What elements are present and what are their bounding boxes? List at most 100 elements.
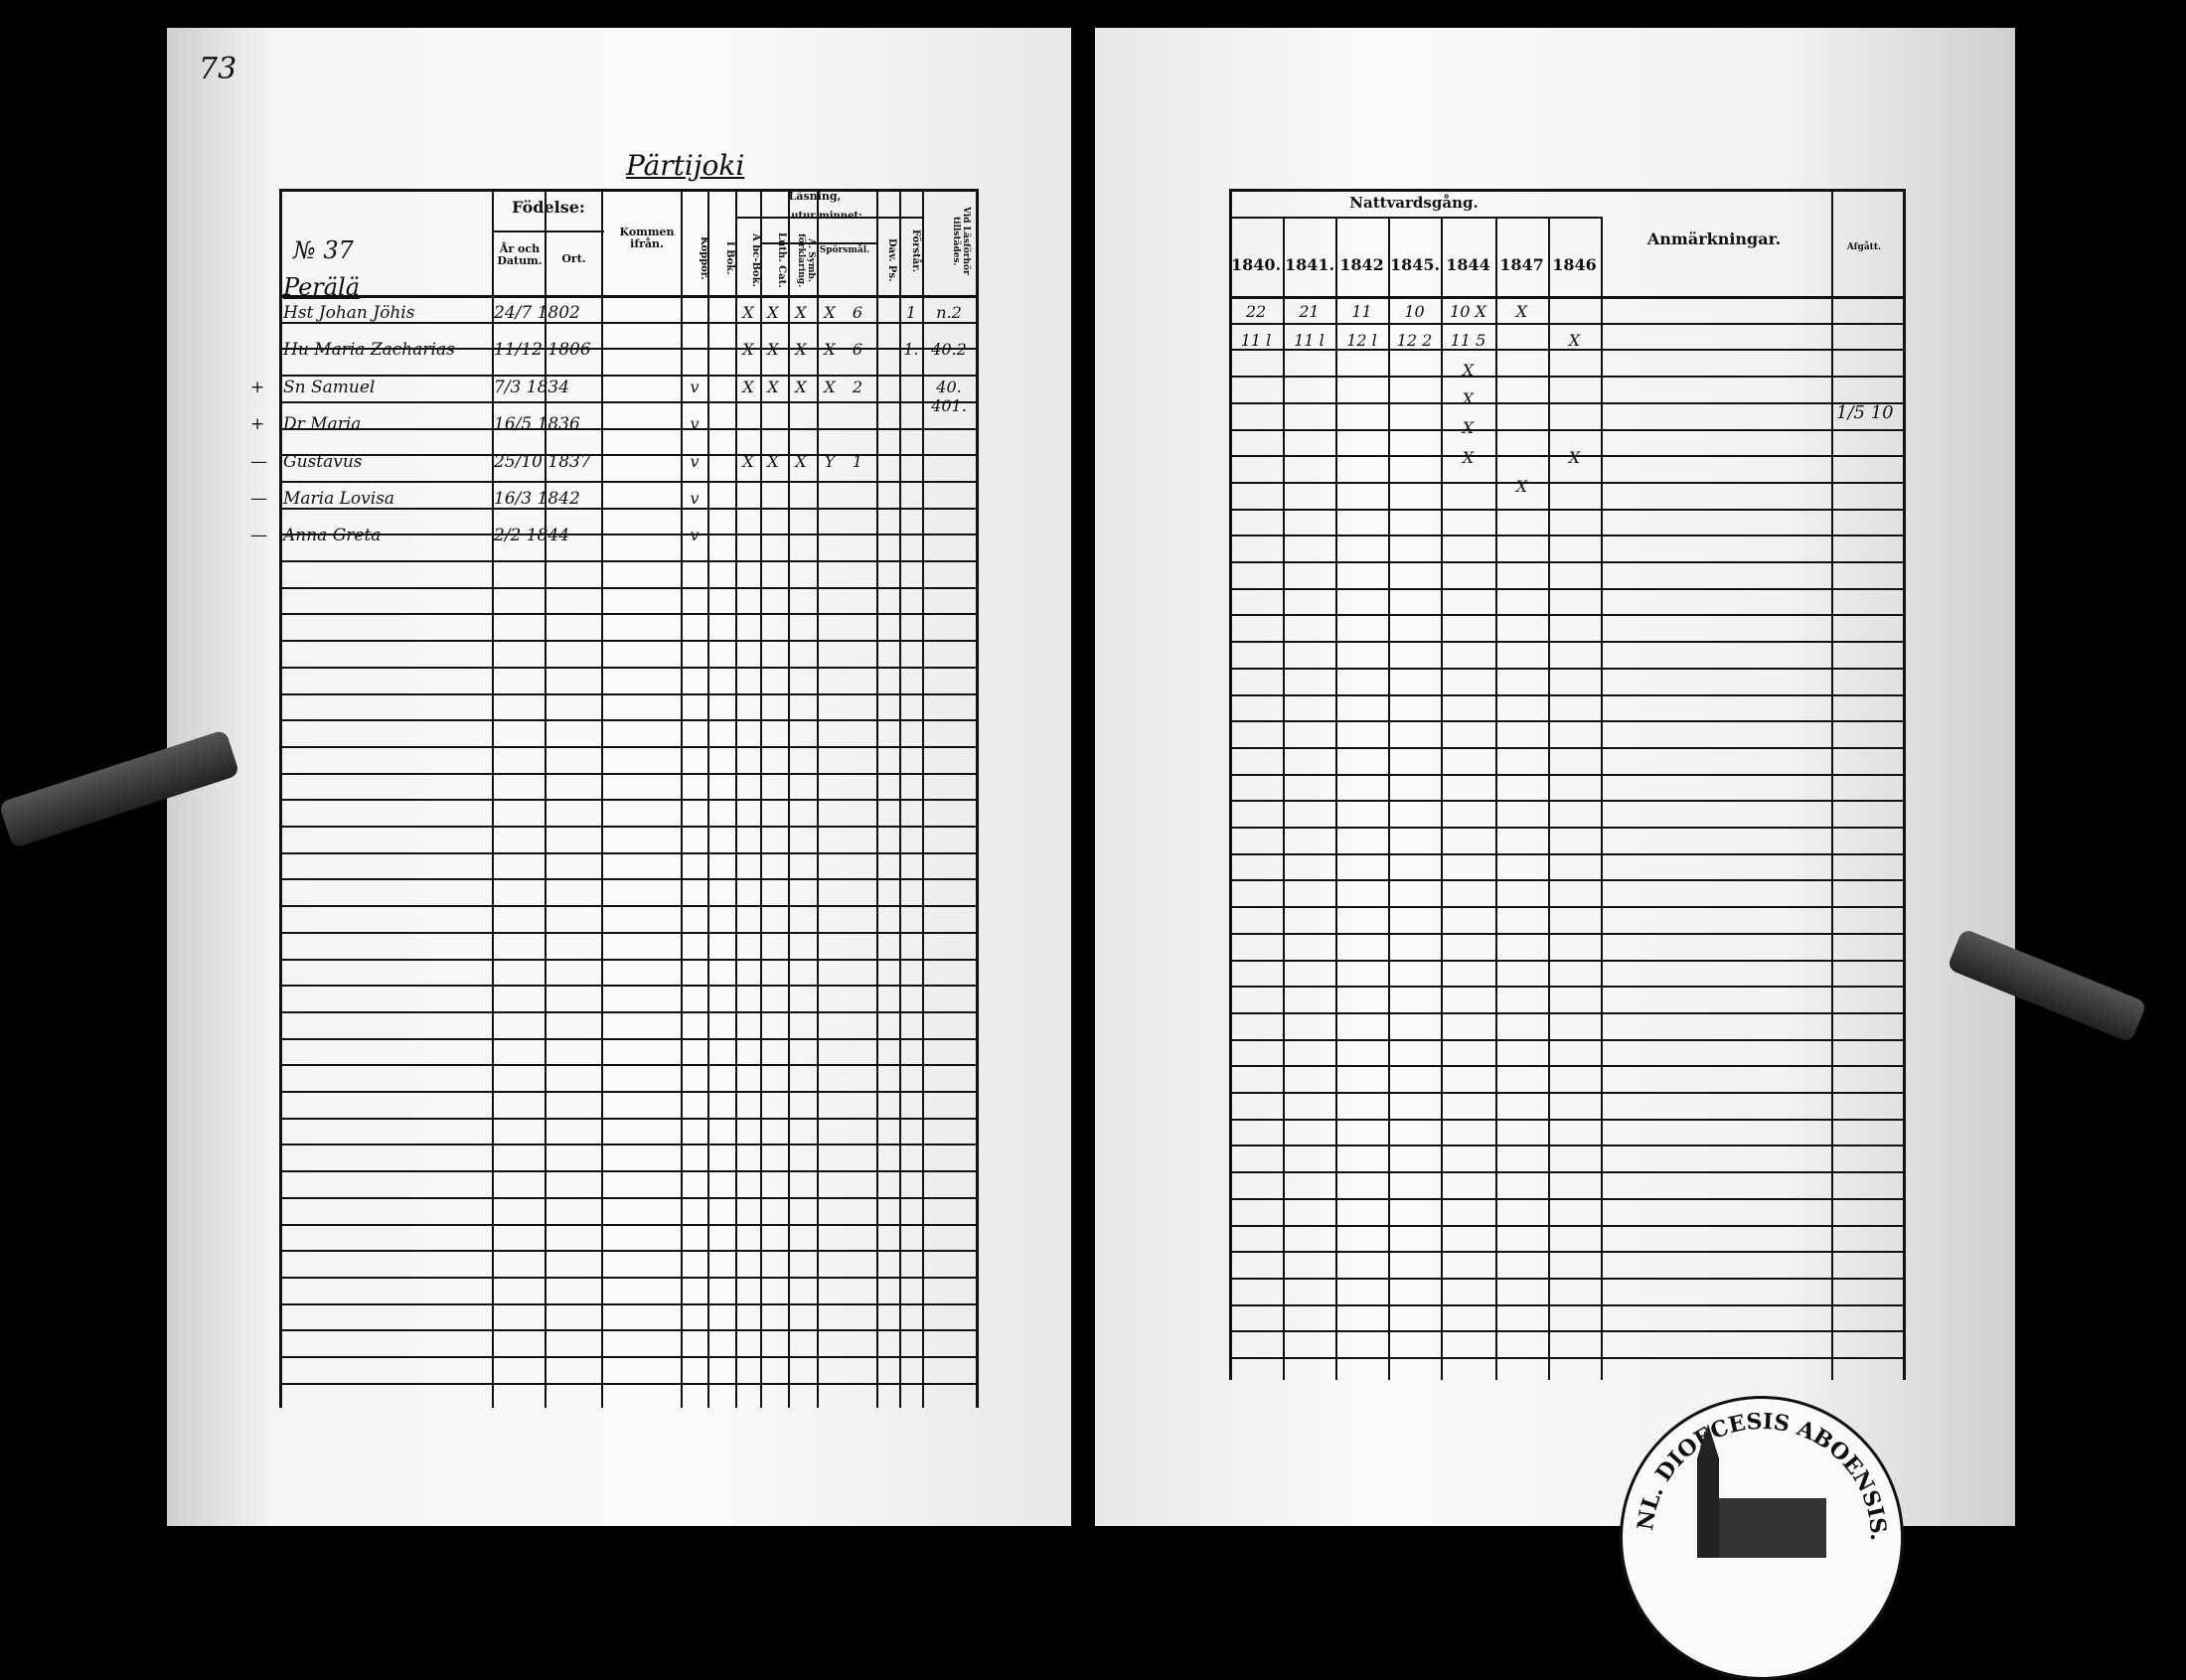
communion-mark: 12 2 [1396, 331, 1433, 351]
communion-mark: X [1462, 447, 1475, 467]
row-line [1229, 1197, 1905, 1200]
row-line [279, 400, 978, 403]
column-line [817, 189, 819, 1408]
column-line [1441, 217, 1443, 1380]
communion-mark: 22 [1245, 302, 1267, 321]
row-line [1229, 746, 1905, 749]
reading-mark-cat: X [795, 451, 807, 471]
column-line [1601, 217, 1603, 1380]
row-line [279, 1144, 978, 1146]
communion-mark: 11 [1351, 302, 1372, 321]
year-header: 1844 [1446, 255, 1490, 274]
row-line [279, 1170, 978, 1173]
row-line [279, 1196, 978, 1199]
column-line [279, 189, 282, 1408]
row-line [279, 905, 978, 908]
koppor-mark: v [690, 377, 700, 396]
row-line [279, 1276, 978, 1279]
reading-mark-cat: X [795, 340, 807, 360]
margin-mark: + [250, 377, 265, 397]
header-ort: Ort. [561, 252, 586, 265]
communion-mark: X [1462, 389, 1475, 409]
person-name: Hu Maria Zacharias [283, 340, 455, 361]
row-line [1229, 641, 1905, 644]
koppor-mark: v [690, 414, 700, 434]
row-line [279, 878, 978, 881]
communion-mark: X [1515, 477, 1528, 497]
stamp-seal: NL. DIOECESIS ABOENSIS. MA [1623, 1399, 1891, 1558]
communion-mark: 11 l [1240, 331, 1272, 351]
column-line [681, 189, 683, 1408]
row-line [1229, 561, 1905, 563]
row-line [1229, 773, 1905, 776]
person-name: Maria Lovisa [283, 488, 395, 509]
birth-date: 2/2 1844 [494, 526, 570, 546]
row-line [279, 427, 978, 430]
row-line [1229, 587, 1905, 590]
row-line [1229, 481, 1905, 484]
table-top-border [1229, 189, 1905, 192]
row-line [279, 1329, 978, 1332]
reading-mark-cat: X [795, 303, 807, 322]
row-line [279, 613, 978, 616]
row-line [279, 1064, 978, 1067]
reading-mark-symb: X [824, 303, 836, 322]
person-name: Anna Greta [283, 526, 382, 546]
row-line [279, 1037, 978, 1040]
communion-mark: 12 l [1346, 331, 1377, 351]
via-mark: 40. 401. [931, 377, 967, 415]
row-line [1229, 1330, 1905, 1333]
row-line [279, 640, 978, 643]
reading-mark-abc: X [767, 340, 779, 360]
row-line [1229, 1171, 1905, 1174]
row-line [1229, 800, 1905, 803]
column-line [922, 189, 924, 1408]
row-line [1229, 1118, 1905, 1121]
row-line [1229, 614, 1905, 617]
row-line [1229, 879, 1905, 882]
reading-mark-abc: X [767, 303, 779, 322]
communion-mark: 11 5 [1450, 331, 1486, 351]
row-line [279, 375, 978, 378]
row-line [279, 985, 978, 988]
margin-mark: — [250, 488, 267, 509]
farm-name: Perälä [283, 273, 361, 301]
row-line [279, 958, 978, 961]
year-header: 1845. [1390, 255, 1441, 274]
row-line [1229, 376, 1905, 379]
header-nattvardsgang: Nattvardsgång. [1349, 194, 1479, 212]
row-line [1229, 1224, 1905, 1227]
communion-mark: 10 X [1450, 302, 1486, 321]
person-name: Gustavus [283, 451, 363, 472]
row-line [1229, 959, 1905, 962]
row-line [279, 1250, 978, 1253]
birth-date: 7/3 1834 [494, 377, 570, 397]
lasning-divider [735, 217, 922, 219]
koppor-mark: v [690, 526, 700, 545]
page-number: 73 [199, 52, 237, 86]
reading-mark-spors: 6 [852, 340, 863, 360]
communion-mark: X [1462, 360, 1475, 380]
margin-mark: — [250, 451, 267, 472]
row-line [279, 1091, 978, 1093]
header-forstar: Förstår. [910, 229, 921, 273]
reading-mark-i_bok: X [742, 451, 754, 471]
header-lasning: Läsning, [788, 190, 842, 203]
reading-mark-abc: X [767, 451, 779, 471]
row-line [279, 321, 978, 324]
row-line [1229, 535, 1905, 537]
row-line [279, 1010, 978, 1013]
via-mark: n.2 [936, 303, 962, 322]
forstar-mark: 1 [905, 303, 917, 322]
column-line [601, 189, 603, 1408]
column-line [1283, 217, 1285, 1380]
column-line [976, 189, 979, 1408]
row-line [1229, 827, 1905, 829]
row-line [279, 1302, 978, 1305]
row-line [1229, 720, 1905, 723]
header-afgatt: Afgått. [1846, 242, 1882, 252]
row-line [279, 507, 978, 510]
row-line [279, 454, 978, 457]
header-via-lasforhor: Vid Läsförhör tillstädes. [951, 207, 971, 275]
reading-mark-cat: X [795, 377, 807, 396]
